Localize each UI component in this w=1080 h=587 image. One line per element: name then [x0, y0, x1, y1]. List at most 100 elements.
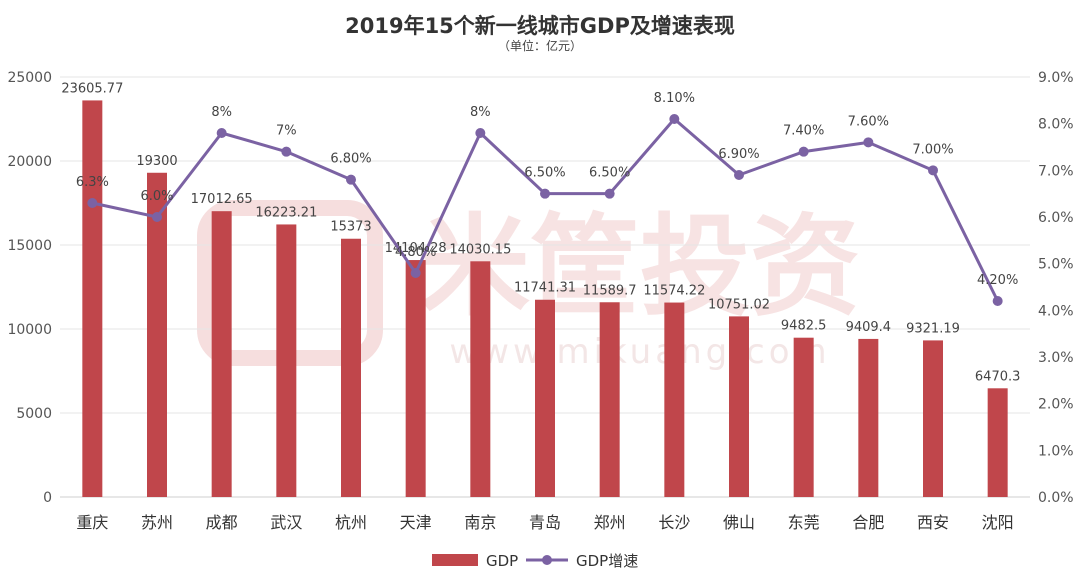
y-right-tick-label: 7.0%: [1038, 163, 1074, 179]
gdp-data-label: 11574.22: [643, 284, 705, 299]
growth-point: [346, 174, 356, 185]
gdp-bar: [793, 337, 814, 497]
x-category-label: 合肥: [852, 513, 884, 532]
gdp-bar: [341, 238, 361, 498]
growth-data-label: 7.00%: [912, 142, 953, 157]
growth-data-label: 7%: [276, 124, 297, 139]
growth-data-label: 4.80%: [395, 245, 436, 260]
y-right-tick-label: 1.0%: [1038, 443, 1074, 459]
y-right-tick-label: 9.0%: [1038, 70, 1074, 86]
gdp-data-label: 16223.21: [255, 205, 317, 220]
gdp-bar: [82, 100, 103, 497]
gdp-data-label: 14030.15: [449, 242, 511, 257]
gdp-bar: [987, 388, 1008, 497]
gdp-bars: 23605.771930017012.6516223.211537314104.…: [61, 81, 1020, 498]
growth-point: [863, 137, 874, 148]
y-right-tick-label: 0.0%: [1038, 490, 1074, 506]
y-right-tick-label: 5.0%: [1038, 257, 1074, 273]
growth-point: [410, 268, 421, 278]
y-right-tick-label: 3.0%: [1038, 350, 1074, 366]
y-left-tick-label: 5000: [16, 406, 52, 422]
watermark-text: 米筐投资: [420, 203, 860, 331]
growth-point: [540, 188, 550, 199]
x-category-label: 佛山: [723, 513, 755, 532]
gdp-data-label: 15373: [330, 220, 371, 235]
gdp-bar: [405, 260, 426, 497]
growth-point: [281, 146, 292, 157]
gdp-data-label: 9321.19: [906, 321, 960, 336]
growth-point: [604, 188, 615, 199]
growth-point: [928, 165, 938, 176]
growth-point: [669, 114, 680, 124]
gdp-data-label: 10751.02: [708, 297, 770, 312]
x-category-label: 西安: [917, 513, 949, 532]
y-left-tick-label: 0: [43, 490, 52, 506]
gdp-data-label: 17012.65: [191, 192, 253, 207]
y-axis-right: 0.0% 1.0% 2.0% 3.0% 4.0% 5.0% 6.0% 7.0% 8.0% 9.0%: [1038, 70, 1074, 506]
gdp-bar: [470, 261, 491, 497]
x-category-label: 成都: [206, 513, 238, 532]
gdp-bar: [729, 316, 749, 497]
y-axis-left: 0 5000 10000 15000 20000 25000: [7, 70, 52, 506]
growth-point: [152, 212, 162, 222]
chart-subtitle: （单位：亿元）: [498, 38, 582, 53]
chart-title: 2019年15个新一线城市GDP及增速表现: [345, 14, 735, 38]
legend-gdp-label: GDP: [486, 552, 518, 570]
x-category-label: 武汉: [270, 513, 302, 532]
x-category-label: 东莞: [788, 513, 820, 532]
growth-data-label: 6.0%: [140, 189, 173, 204]
growth-point: [992, 296, 1003, 306]
gdp-bar: [923, 340, 943, 497]
y-right-tick-label: 4.0%: [1038, 303, 1074, 319]
gdp-bar: [535, 299, 555, 497]
x-category-label: 郑州: [594, 513, 626, 532]
growth-data-label: 7.60%: [848, 114, 889, 129]
growth-data-label: 6.50%: [524, 166, 565, 181]
y-left-tick-label: 10000: [7, 322, 52, 338]
watermark-subtext: www.mikuang.com: [449, 332, 830, 372]
gdp-data-label: 11589.7: [583, 283, 637, 298]
y-left-tick-label: 15000: [7, 238, 52, 254]
gdp-bar: [858, 338, 879, 497]
x-category-label: 沈阳: [982, 513, 1014, 532]
growth-data-label: 6.3%: [76, 175, 109, 190]
gdp-bar: [211, 211, 232, 497]
gdp-data-label: 11741.31: [514, 281, 576, 296]
growth-data-label: 7.40%: [783, 124, 824, 139]
x-category-label: 长沙: [658, 513, 690, 532]
y-left-tick-label: 20000: [7, 154, 52, 170]
y-right-tick-label: 2.0%: [1038, 397, 1074, 413]
growth-data-label: 4.20%: [977, 273, 1018, 288]
legend-growth-label: GDP增速: [576, 552, 638, 570]
growth-data-label: 8.10%: [654, 91, 695, 106]
growth-point: [734, 170, 744, 180]
gdp-data-label: 9409.4: [846, 320, 892, 335]
y-right-tick-label: 8.0%: [1038, 117, 1074, 133]
gdp-data-label: 9482.5: [781, 319, 827, 334]
growth-data-label: 8%: [470, 105, 491, 120]
growth-point: [798, 146, 809, 157]
x-category-label: 青岛: [529, 513, 561, 532]
growth-data-label: 6.90%: [718, 147, 759, 162]
legend-growth-marker: [542, 555, 552, 565]
legend-gdp-swatch: [432, 554, 478, 566]
x-category-label: 天津: [400, 513, 432, 532]
gdp-data-label: 23605.77: [61, 81, 123, 96]
growth-point: [475, 128, 486, 138]
x-axis-categories: 重庆 苏州 成都 武汉 杭州 天津 南京 青岛 郑州 长沙 佛山 东莞 合肥 西安 沈阳: [76, 513, 1013, 532]
legend: GDP GDP增速: [432, 552, 638, 570]
growth-data-label: 6.80%: [330, 152, 371, 167]
growth-point: [216, 128, 227, 138]
gdp-bar: [147, 172, 167, 497]
gdp-bar: [599, 302, 620, 497]
growth-line: 6.3% 6.0% 8% 7% 6.80% 4.80% 8% 6.50% 6.50% 8.10% 6…: [76, 91, 1018, 306]
y-left-tick-label: 25000: [7, 70, 52, 86]
x-category-label: 杭州: [335, 513, 367, 532]
x-category-label: 苏州: [141, 513, 173, 532]
gdp-bar: [276, 224, 297, 497]
x-category-label: 南京: [464, 513, 496, 532]
gdp-data-label: 19300: [136, 154, 177, 169]
y-right-tick-label: 6.0%: [1038, 210, 1074, 226]
